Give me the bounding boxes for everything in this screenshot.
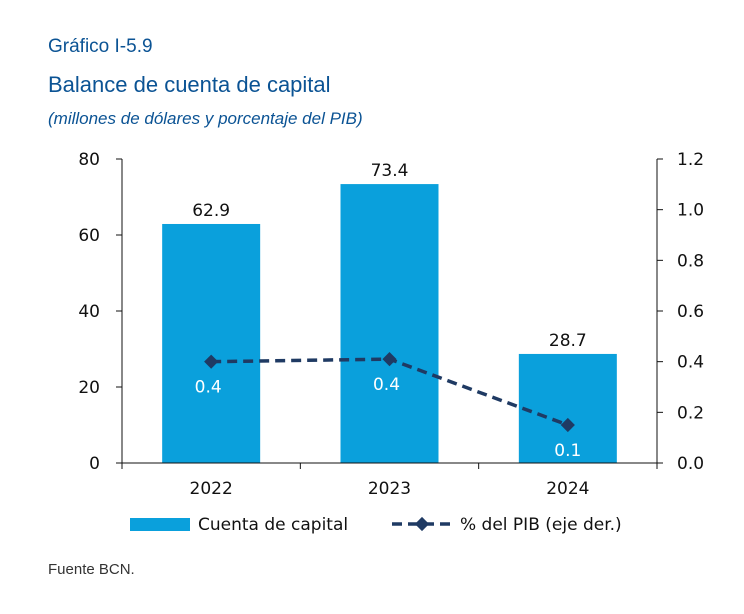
y2-tick-label: 0.2 <box>677 403 704 423</box>
y-tick-label: 40 <box>78 302 100 322</box>
bar-label-2024: 28.7 <box>549 331 587 351</box>
chart-plot: 62.9 73.4 28.7 0 20 40 60 80 0.0 0.2 0.4 0.6 0.8 1.0 1… <box>78 150 704 535</box>
pib-label-2024: 0.1 <box>554 441 581 461</box>
y2-tick-label: 0.6 <box>677 302 704 322</box>
pib-label-2023: 0.4 <box>373 375 400 395</box>
bar-2023 <box>340 184 439 463</box>
source-note: Fuente BCN. <box>48 561 135 578</box>
bar-2024 <box>518 353 617 463</box>
bar-label-2023: 73.4 <box>371 161 409 181</box>
legend-swatch-bar <box>130 518 190 531</box>
y2-tick-label: 1.2 <box>677 150 704 170</box>
pib-marker-2024 <box>560 417 575 433</box>
pib-marker-2023 <box>382 352 397 367</box>
x-tick-label: 2023 <box>368 479 411 499</box>
x-tick-label: 2024 <box>546 479 589 499</box>
chart-subtitle: (millones de dólares y porcentaje del PI… <box>48 109 363 128</box>
legend-label-line: % del PIB (eje der.) <box>460 515 622 535</box>
y-tick-label: 60 <box>78 226 100 246</box>
bar-label-2022: 62.9 <box>192 201 230 221</box>
y-tick-label: 80 <box>78 150 100 170</box>
x-tick-label: 2022 <box>190 479 233 499</box>
legend-swatch-marker <box>414 516 430 532</box>
y-tick-label: 0 <box>89 454 100 474</box>
bar-2022 <box>162 223 261 463</box>
pib-label-2022: 0.4 <box>195 378 222 398</box>
chart-label: Gráfico I-5.9 <box>48 36 153 57</box>
chart-title: Balance de cuenta de capital <box>48 72 331 97</box>
legend-label-bar: Cuenta de capital <box>198 515 348 535</box>
y2-tick-label: 0.8 <box>677 251 704 271</box>
pib-marker-2022 <box>204 354 219 369</box>
y-tick-label: 20 <box>78 378 100 398</box>
y2-tick-label: 0.0 <box>677 454 704 474</box>
y2-tick-label: 1.0 <box>677 201 704 221</box>
y2-tick-label: 0.4 <box>677 353 704 373</box>
